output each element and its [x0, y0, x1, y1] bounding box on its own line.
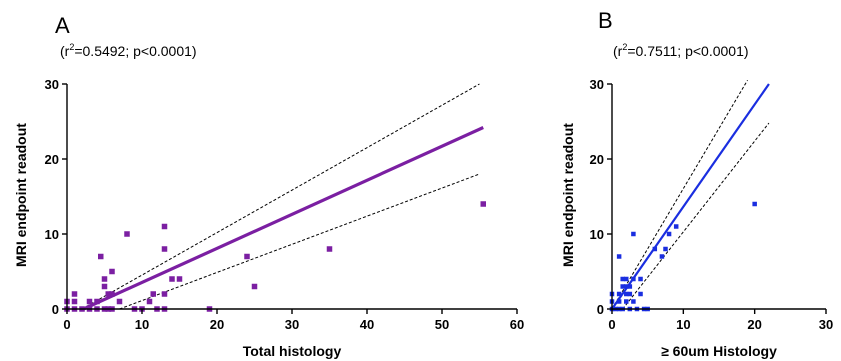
panel-b-axes: 0 10 20 30 0 10 20 30	[590, 77, 834, 332]
panel-b-data-point	[616, 299, 622, 304]
panel-a-x-tick-label: 30	[285, 317, 299, 332]
panel-b-data-point	[631, 299, 636, 304]
panel-b-data-point	[752, 201, 757, 207]
panel-b-data-point	[638, 276, 643, 282]
panel-a-y-axis-title: MRI endpoint readout	[13, 123, 29, 267]
panel-b-ci-lower-line	[622, 122, 770, 310]
panel-a-x-tick-label: 40	[360, 317, 374, 332]
panel-a-x-tick-label: 10	[135, 317, 149, 332]
panel-b-regression-line	[611, 83, 770, 310]
panel-a-data-point	[251, 283, 258, 290]
panel-a-data-point	[161, 291, 168, 297]
panel-a-data-point	[244, 253, 250, 260]
panel-b-data-point	[624, 291, 629, 297]
panel-b-data-point	[631, 231, 636, 237]
panel-a-data-point	[71, 291, 78, 297]
panel-a-x-tick-label: 60	[510, 317, 524, 332]
panel-b-data-point	[652, 246, 658, 252]
panel-a-data-point	[101, 283, 108, 290]
panel-a-data-point	[98, 253, 104, 260]
panel-a-data-point	[326, 246, 333, 252]
panel-a-data-point	[94, 298, 100, 305]
panel-b-letter: B	[598, 8, 613, 33]
panel-a-x-tick-label: 0	[63, 317, 70, 332]
panel-a-confidence-band	[81, 83, 480, 310]
panel-b-fit	[611, 83, 770, 310]
panel-a-data-point	[161, 246, 168, 252]
panel-a-data-point	[176, 276, 183, 282]
panel-b-data-point	[620, 276, 625, 282]
panel-a: A (r2=0.5492; p<0.0001) 0 10 20 30 40 50 60 0 10…	[13, 13, 524, 359]
panel-b-y-tick-label: 10	[590, 227, 604, 242]
panel-a-data-point	[480, 201, 486, 207]
panel-b-x-tick-label: 10	[676, 317, 690, 332]
panel-b-data-point	[663, 246, 668, 252]
panel-b-ci-upper-line	[611, 79, 748, 310]
panel-a-data-point	[124, 231, 130, 237]
panel-a-ci-upper-line	[81, 83, 480, 310]
panel-a-ci-lower-line	[119, 173, 480, 310]
panel-b-data-point	[624, 284, 629, 289]
panel-a-data-point	[161, 223, 168, 230]
panel-b-data-point	[631, 276, 636, 282]
panel-a-y-tick-label: 20	[45, 152, 59, 167]
panel-b-y-tick-label: 20	[590, 152, 604, 167]
panel-b-y-tick-label: 0	[597, 302, 604, 317]
panel-b-data-point	[659, 254, 665, 259]
panel-a-x-tick-label: 20	[210, 317, 224, 332]
panel-a-data-point	[101, 276, 108, 282]
panel-b-data-point	[620, 284, 625, 289]
panel-a-y-tick-label: 30	[45, 77, 59, 92]
panel-b-data-point	[616, 291, 622, 297]
panel-a-data-point	[116, 298, 123, 305]
panel-b-x-tick-label: 0	[608, 317, 615, 332]
panel-a-fit	[82, 126, 484, 311]
panel-b-data-point	[624, 299, 629, 304]
panel-b-data-point	[638, 291, 643, 297]
panel-a-letter: A	[55, 13, 70, 38]
panel-b-points	[609, 201, 757, 312]
panel-a-data-point	[86, 298, 93, 305]
panel-b-data-point	[616, 254, 622, 259]
panel-b-y-axis-title: MRI endpoint readout	[560, 123, 576, 267]
panel-a-data-point	[146, 298, 153, 305]
panel-a-data-point	[150, 291, 156, 297]
panel-a-data-point	[109, 291, 115, 297]
panel-b-data-point	[673, 224, 679, 229]
panel-a-points	[64, 201, 486, 312]
panel-b-data-point	[627, 291, 633, 297]
panel-b-data-point	[624, 276, 629, 282]
panel-b-y-tick-label: 30	[590, 77, 604, 92]
panel-a-data-point	[169, 276, 175, 282]
panel-a-data-point	[71, 298, 78, 305]
panel-a-data-point	[105, 291, 111, 297]
panel-a-x-axis-title: Total histology	[243, 343, 342, 359]
panel-a-y-tick-label: 10	[45, 227, 59, 242]
panel-b-data-point	[666, 231, 672, 237]
panel-b-data-point	[627, 284, 633, 289]
panel-a-x-tick-label: 50	[435, 317, 449, 332]
panel-b-x-tick-label: 30	[819, 317, 833, 332]
panel-a-stat: (r2=0.5492; p<0.0001)	[60, 42, 197, 59]
panel-b-x-tick-label: 20	[747, 317, 761, 332]
panel-a-axes: 0 10 20 30 40 50 60 0 10 20 30	[45, 77, 525, 332]
panel-a-data-point	[109, 268, 115, 275]
panel-b-confidence-band	[611, 79, 770, 310]
panel-a-y-tick-label: 0	[52, 302, 59, 317]
panel-a-regression-line	[82, 126, 484, 311]
panel-b-x-axis-title: ≥ 60um Histology	[661, 343, 777, 359]
panel-b-stat: (r2=0.7511; p<0.0001)	[613, 42, 749, 59]
panel-b: B (r2=0.7511; p<0.0001) 0 10 20 30 0 10 20 30 ≥…	[560, 8, 833, 359]
